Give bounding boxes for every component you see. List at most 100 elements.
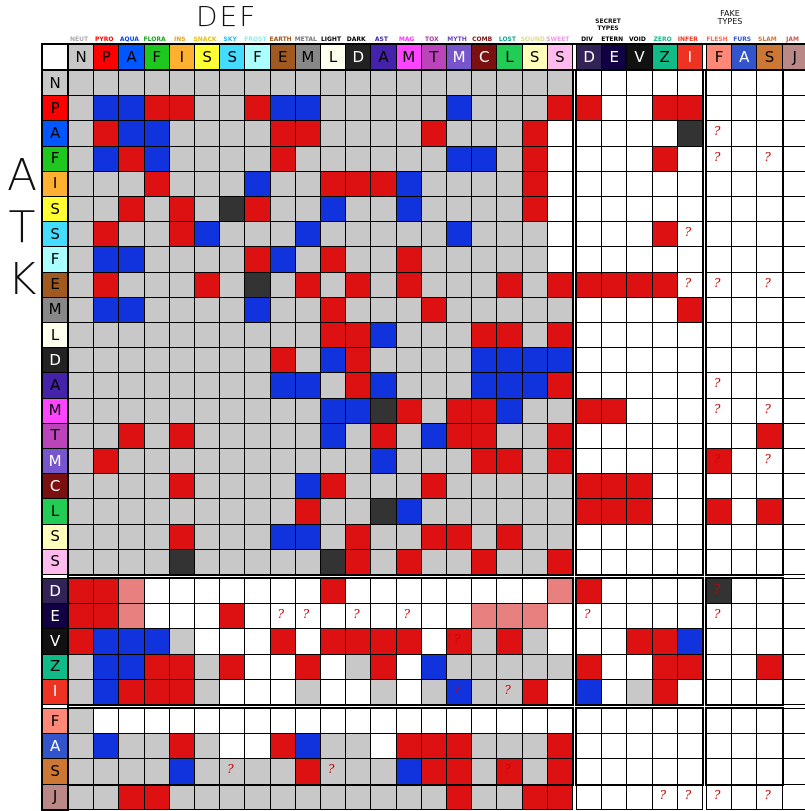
matchup-cell[interactable]: [420, 653, 447, 680]
matchup-cell[interactable]: [651, 322, 678, 349]
matchup-cell[interactable]: [269, 120, 296, 147]
matchup-cell[interactable]: [345, 548, 372, 575]
matchup-cell[interactable]: [756, 221, 783, 248]
matchup-cell[interactable]: [345, 603, 372, 630]
matchup-cell[interactable]: [395, 322, 422, 349]
column-header-slam[interactable]: S: [756, 44, 783, 71]
matchup-cell[interactable]: [269, 523, 296, 550]
matchup-cell[interactable]: [168, 372, 195, 399]
matchup-cell[interactable]: [320, 473, 347, 500]
matchup-cell[interactable]: [244, 196, 271, 223]
matchup-cell[interactable]: [496, 653, 523, 680]
matchup-cell[interactable]: [706, 678, 733, 705]
matchup-cell[interactable]: [546, 733, 573, 760]
matchup-cell[interactable]: [143, 653, 170, 680]
column-header-div[interactable]: D: [576, 44, 603, 71]
matchup-cell[interactable]: [68, 448, 95, 475]
matchup-cell[interactable]: [756, 170, 783, 197]
matchup-cell[interactable]: [651, 196, 678, 223]
matchup-cell[interactable]: [651, 708, 678, 735]
matchup-cell[interactable]: [244, 783, 271, 810]
matchup-cell[interactable]: [420, 498, 447, 525]
matchup-cell[interactable]: [93, 322, 120, 349]
matchup-cell[interactable]: [194, 120, 221, 147]
matchup-cell[interactable]: [219, 498, 246, 525]
row-header-div[interactable]: D: [42, 578, 69, 605]
matchup-cell[interactable]: [93, 758, 120, 785]
matchup-cell[interactable]: [118, 733, 145, 760]
matchup-cell[interactable]: [320, 448, 347, 475]
matchup-cell[interactable]: [546, 372, 573, 399]
matchup-cell[interactable]: [446, 733, 473, 760]
matchup-cell[interactable]: [496, 221, 523, 248]
matchup-cell[interactable]: [471, 708, 498, 735]
matchup-cell[interactable]: [395, 578, 422, 605]
matchup-cell[interactable]: [118, 653, 145, 680]
matchup-cell[interactable]: [731, 347, 758, 374]
matchup-cell[interactable]: [446, 221, 473, 248]
matchup-cell[interactable]: [781, 271, 805, 298]
matchup-cell[interactable]: [194, 221, 221, 248]
row-header-slam[interactable]: S: [42, 758, 69, 785]
matchup-cell[interactable]: [320, 120, 347, 147]
matchup-cell[interactable]: [601, 758, 628, 785]
matchup-cell[interactable]: [345, 708, 372, 735]
matchup-cell[interactable]: [546, 498, 573, 525]
matchup-cell[interactable]: [269, 733, 296, 760]
matchup-cell[interactable]: [756, 783, 783, 810]
matchup-cell[interactable]: [143, 498, 170, 525]
matchup-cell[interactable]: [244, 603, 271, 630]
matchup-cell[interactable]: [93, 523, 120, 550]
matchup-cell[interactable]: [731, 733, 758, 760]
matchup-cell[interactable]: [651, 145, 678, 172]
matchup-cell[interactable]: [521, 733, 548, 760]
matchup-cell[interactable]: [219, 145, 246, 172]
matchup-cell[interactable]: [370, 70, 397, 97]
matchup-cell[interactable]: [194, 628, 221, 655]
matchup-cell[interactable]: [143, 783, 170, 810]
matchup-cell[interactable]: [651, 448, 678, 475]
column-header-earth[interactable]: E: [269, 44, 296, 71]
matchup-cell[interactable]: [370, 372, 397, 399]
column-header-aqua[interactable]: A: [118, 44, 145, 71]
matchup-cell[interactable]: [496, 70, 523, 97]
matchup-cell[interactable]: [345, 322, 372, 349]
matchup-cell[interactable]: [420, 70, 447, 97]
matchup-cell[interactable]: [446, 196, 473, 223]
matchup-cell[interactable]: [168, 758, 195, 785]
matchup-cell[interactable]: [320, 246, 347, 273]
matchup-cell[interactable]: [626, 70, 653, 97]
matchup-cell[interactable]: [601, 523, 628, 550]
matchup-cell[interactable]: [756, 347, 783, 374]
matchup-cell[interactable]: [294, 628, 321, 655]
matchup-cell[interactable]: [395, 145, 422, 172]
matchup-cell[interactable]: [576, 246, 603, 273]
matchup-cell[interactable]: [651, 246, 678, 273]
matchup-cell[interactable]: [219, 196, 246, 223]
matchup-cell[interactable]: [244, 120, 271, 147]
matchup-cell[interactable]: [756, 145, 783, 172]
column-header-metal[interactable]: M: [294, 44, 321, 71]
matchup-cell[interactable]: [370, 448, 397, 475]
matchup-cell[interactable]: [446, 578, 473, 605]
matchup-cell[interactable]: [576, 758, 603, 785]
matchup-cell[interactable]: [345, 523, 372, 550]
column-header-sweet[interactable]: S: [546, 44, 573, 71]
matchup-cell[interactable]: [370, 733, 397, 760]
matchup-cell[interactable]: [345, 422, 372, 449]
matchup-cell[interactable]: [269, 322, 296, 349]
matchup-cell[interactable]: [706, 296, 733, 323]
matchup-cell[interactable]: [118, 70, 145, 97]
matchup-cell[interactable]: [219, 473, 246, 500]
matchup-cell[interactable]: [345, 498, 372, 525]
matchup-cell[interactable]: [626, 95, 653, 122]
row-header-furs[interactable]: A: [42, 733, 69, 760]
matchup-cell[interactable]: [496, 523, 523, 550]
matchup-cell[interactable]: [294, 95, 321, 122]
row-header-light[interactable]: L: [42, 322, 69, 349]
matchup-cell[interactable]: [651, 120, 678, 147]
matchup-cell[interactable]: [93, 628, 120, 655]
matchup-cell[interactable]: [194, 347, 221, 374]
matchup-cell[interactable]: [446, 322, 473, 349]
matchup-cell[interactable]: [244, 678, 271, 705]
